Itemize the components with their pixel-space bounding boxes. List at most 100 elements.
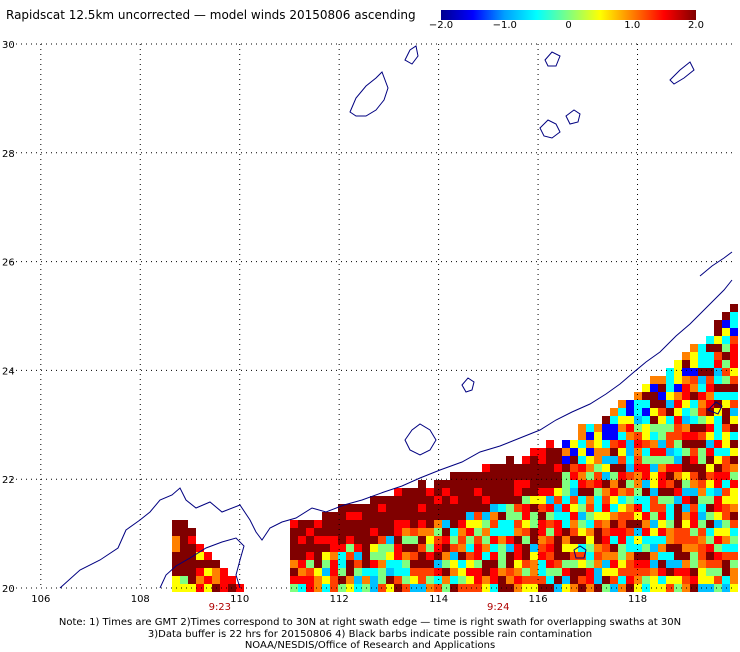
wind-cell: [506, 552, 514, 560]
wind-cell: [298, 552, 306, 560]
wind-cell: [730, 488, 738, 496]
wind-cell: [386, 552, 394, 560]
wind-cell: [594, 440, 602, 448]
wind-cell: [586, 496, 594, 504]
wind-cell: [330, 520, 338, 528]
wind-cell: [530, 456, 538, 464]
wind-cell: [506, 576, 514, 584]
wind-cell: [634, 472, 642, 480]
wind-cell: [522, 568, 530, 576]
wind-cell: [314, 536, 322, 544]
wind-cell: [466, 560, 474, 568]
wind-cell: [706, 536, 714, 544]
wind-cell: [674, 568, 682, 576]
wind-cell: [450, 520, 458, 528]
latitude-tick-label: 26: [2, 258, 15, 269]
wind-cell: [506, 520, 514, 528]
wind-cell: [594, 560, 602, 568]
wind-cell: [514, 528, 522, 536]
wind-cell: [682, 552, 690, 560]
coastline: [59, 45, 733, 589]
wind-cell: [690, 440, 698, 448]
wind-cell: [530, 544, 538, 552]
wind-cell: [530, 488, 538, 496]
wind-cell: [674, 360, 682, 368]
wind-cell: [722, 432, 730, 440]
wind-cell: [682, 440, 690, 448]
wind-cell: [722, 424, 730, 432]
wind-cell: [722, 512, 730, 520]
wind-cell: [594, 464, 602, 472]
wind-cell: [602, 536, 610, 544]
wind-cell: [394, 488, 402, 496]
wind-cell: [658, 488, 666, 496]
wind-cell: [698, 424, 706, 432]
wind-cell: [658, 456, 666, 464]
wind-cell: [538, 576, 546, 584]
wind-cell: [554, 488, 562, 496]
wind-cell: [498, 544, 506, 552]
wind-cell: [386, 576, 394, 584]
wind-cell: [338, 544, 346, 552]
wind-cell: [530, 448, 538, 456]
wind-cell: [586, 552, 594, 560]
wind-cell: [602, 496, 610, 504]
wind-cell: [490, 520, 498, 528]
wind-cell: [578, 472, 586, 480]
latitude-tick-label: 20: [2, 584, 15, 595]
wind-cell: [386, 512, 394, 520]
wind-cell: [196, 560, 204, 568]
wind-cell: [706, 464, 714, 472]
wind-cell: [578, 544, 586, 552]
wind-cell: [442, 552, 450, 560]
wind-cell: [714, 568, 722, 576]
wind-cell: [554, 568, 562, 576]
wind-cell: [434, 488, 442, 496]
wind-cell: [330, 536, 338, 544]
wind-cell: [338, 552, 346, 560]
wind-cell: [698, 536, 706, 544]
wind-cell: [674, 544, 682, 552]
wind-cell: [546, 584, 554, 592]
wind-cell: [730, 456, 738, 464]
wind-cell: [706, 392, 714, 400]
wind-cell: [514, 504, 522, 512]
wind-cell: [314, 544, 322, 552]
wind-cell: [410, 560, 418, 568]
wind-cell: [188, 536, 196, 544]
wind-cell: [642, 400, 650, 408]
wind-cell: [434, 576, 442, 584]
wind-cell: [346, 512, 354, 520]
wind-cell: [306, 520, 314, 528]
wind-cell: [730, 520, 738, 528]
wind-cell: [634, 512, 642, 520]
wind-cell: [586, 448, 594, 456]
wind-cell: [434, 528, 442, 536]
wind-cell: [402, 568, 410, 576]
wind-cell: [682, 456, 690, 464]
wind-cell: [586, 464, 594, 472]
wind-cell: [482, 480, 490, 488]
wind-cell: [722, 376, 730, 384]
wind-cell: [530, 552, 538, 560]
wind-cell: [714, 584, 722, 592]
wind-cell: [498, 560, 506, 568]
wind-cell: [714, 448, 722, 456]
wind-cell: [698, 376, 706, 384]
wind-cell: [482, 496, 490, 504]
wind-cell: [666, 528, 674, 536]
wind-cell: [354, 568, 362, 576]
wind-cell: [722, 576, 730, 584]
wind-cell: [658, 440, 666, 448]
wind-cell: [626, 576, 634, 584]
wind-cell: [594, 544, 602, 552]
wind-cell: [690, 472, 698, 480]
wind-cell: [682, 488, 690, 496]
wind-cell: [466, 472, 474, 480]
wind-cell: [346, 560, 354, 568]
wind-cell: [682, 512, 690, 520]
wind-cell: [698, 480, 706, 488]
wind-cell: [594, 448, 602, 456]
wind-cell: [490, 576, 498, 584]
wind-cell: [370, 584, 378, 592]
